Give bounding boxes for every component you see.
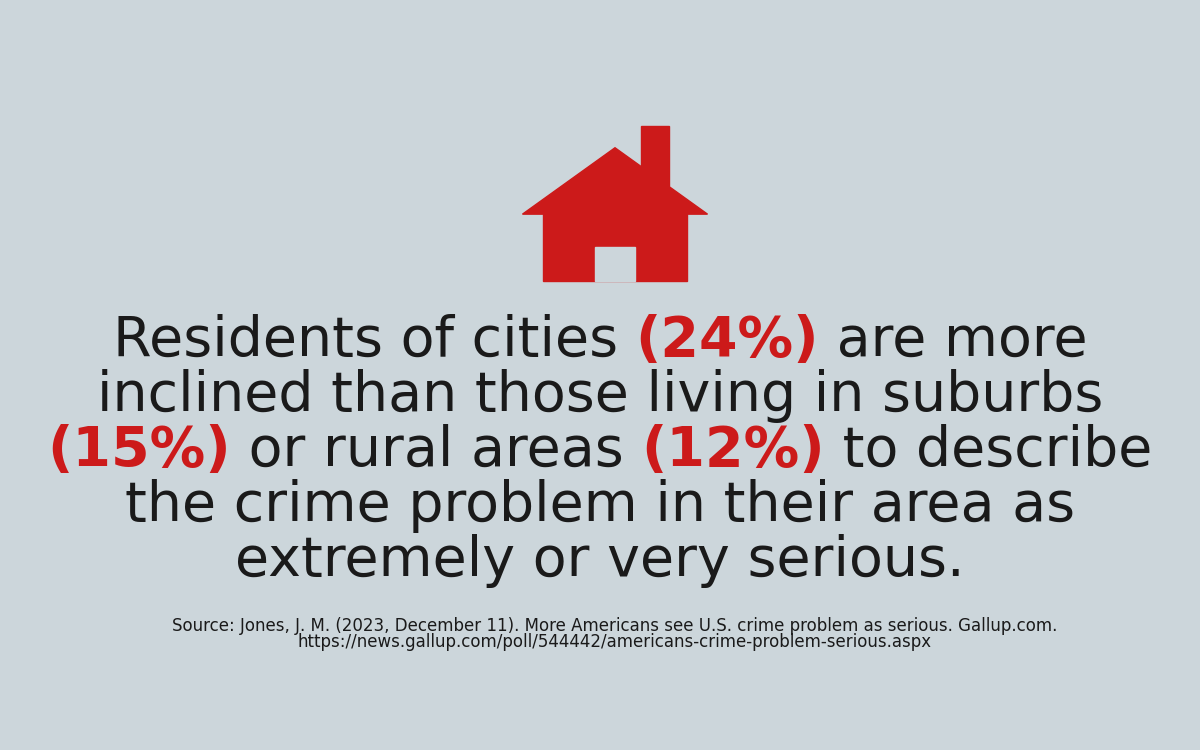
Text: Source: Jones, J. M. (2023, December 11). More Americans see U.S. crime problem : Source: Jones, J. M. (2023, December 11)… [173, 617, 1057, 635]
Polygon shape [522, 148, 708, 214]
Text: Residents of cities: Residents of cities [113, 314, 635, 368]
Text: inclined than those living in suburbs: inclined than those living in suburbs [97, 369, 1103, 423]
Text: (15%): (15%) [48, 424, 232, 478]
Polygon shape [542, 214, 688, 280]
Text: or rural areas: or rural areas [232, 424, 642, 478]
Text: https://news.gallup.com/poll/544442/americans-crime-problem-serious.aspx: https://news.gallup.com/poll/544442/amer… [298, 632, 932, 650]
Polygon shape [641, 126, 668, 186]
Text: are more: are more [818, 314, 1087, 368]
Text: extremely or very serious.: extremely or very serious. [235, 534, 965, 588]
Polygon shape [595, 247, 635, 280]
Text: to describe: to describe [826, 424, 1152, 478]
Text: (12%): (12%) [642, 424, 826, 478]
Text: the crime problem in their area as: the crime problem in their area as [125, 478, 1075, 532]
Text: (24%): (24%) [635, 314, 818, 368]
